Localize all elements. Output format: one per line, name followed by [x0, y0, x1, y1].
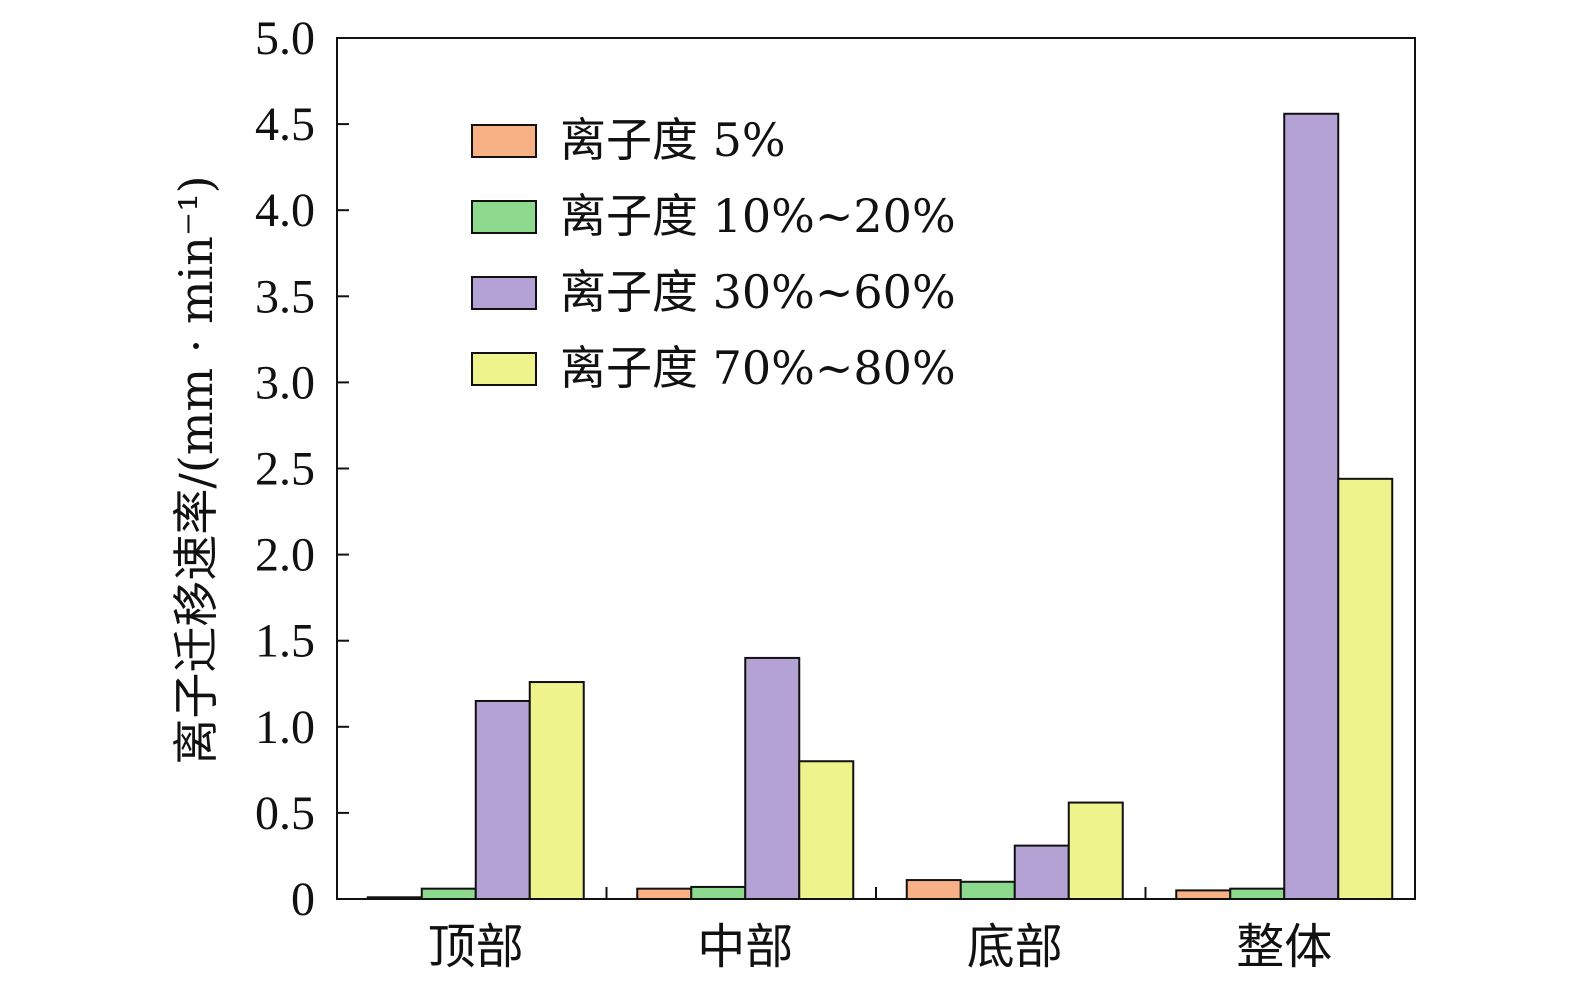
x-category-label: 顶部	[428, 919, 524, 975]
bar-3-2	[744, 656, 801, 900]
bar-2-2	[690, 885, 747, 900]
y-tick-label: 3.5	[255, 270, 315, 323]
y-tick-label: 0	[291, 873, 315, 926]
bar-1-2	[636, 887, 693, 901]
legend-label-1: 离子度 5%	[560, 113, 786, 167]
bar-1-1	[366, 896, 423, 901]
bar-4-4	[1337, 477, 1394, 900]
bar-3-1	[474, 699, 531, 900]
x-category-label: 中部	[697, 919, 793, 975]
y-tick-label: 2.0	[255, 529, 315, 582]
bar-3-4	[1283, 112, 1340, 900]
bar-3-3	[1013, 844, 1070, 900]
legend-label-4: 离子度 70%~80%	[560, 341, 956, 395]
legend-label-3: 离子度 30%~60%	[560, 265, 956, 319]
y-tick-label: 1.5	[255, 615, 315, 668]
legend-swatch-4	[471, 352, 537, 386]
y-tick-label: 2.5	[255, 443, 315, 496]
x-axis: 顶部 中部 底部 整体	[428, 887, 1332, 975]
bar-4-1	[528, 681, 585, 901]
legend-label-2: 离子度 10%~20%	[560, 189, 956, 243]
x-category-label: 整体	[1236, 919, 1332, 975]
y-tick-label: 0.5	[255, 787, 315, 840]
bar-2-3	[959, 880, 1016, 901]
bar-4-3	[1067, 801, 1124, 900]
y-axis: 0 0.5 1.0 1.5 2.0 2.5 3.0 3.5 4.0 4.5 5.0	[255, 12, 349, 926]
y-axis-title: 离子迁移速率/(mm · min⁻¹)	[169, 175, 223, 764]
x-category-label: 底部	[967, 919, 1063, 975]
legend: 离子度 5% 离子度 10%~20% 离子度 30%~60% 离子度 70%~80%	[471, 113, 956, 395]
y-tick-label: 4.5	[255, 98, 315, 151]
bar-1-4	[1175, 889, 1232, 901]
bar-2-1	[420, 887, 477, 901]
y-tick-label: 5.0	[255, 12, 315, 65]
legend-swatch-1	[471, 124, 537, 158]
bars	[366, 112, 1394, 901]
bar-2-4	[1229, 887, 1286, 901]
bar-4-2	[798, 760, 855, 900]
legend-swatch-3	[471, 276, 537, 310]
y-tick-label: 1.0	[255, 701, 315, 754]
y-tick-label: 3.0	[255, 356, 315, 409]
bar-1-3	[905, 879, 962, 900]
y-tick-label: 4.0	[255, 184, 315, 237]
legend-swatch-2	[471, 200, 537, 234]
